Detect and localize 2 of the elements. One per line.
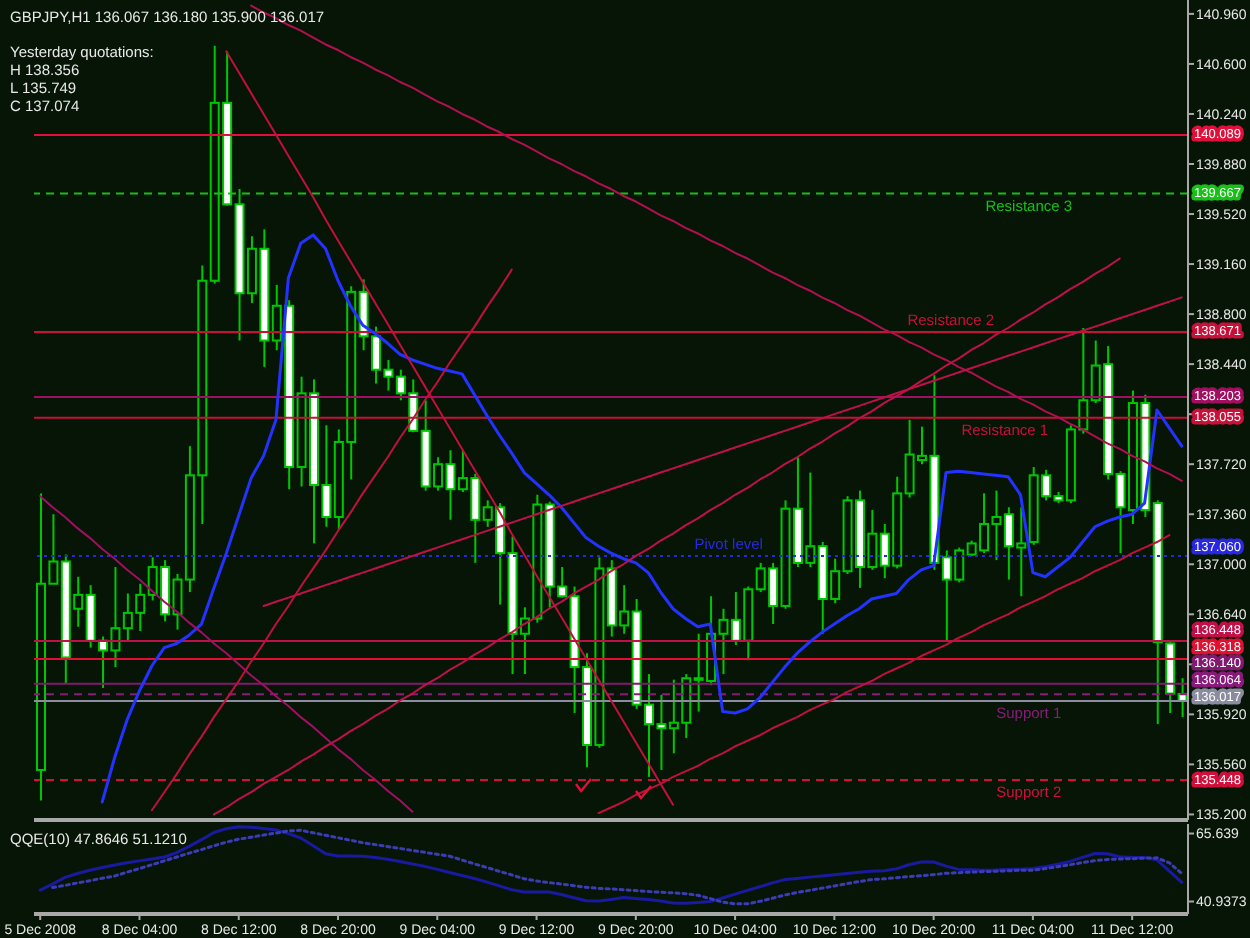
line-series bbox=[100, 233, 1184, 804]
line-series bbox=[39, 495, 414, 813]
